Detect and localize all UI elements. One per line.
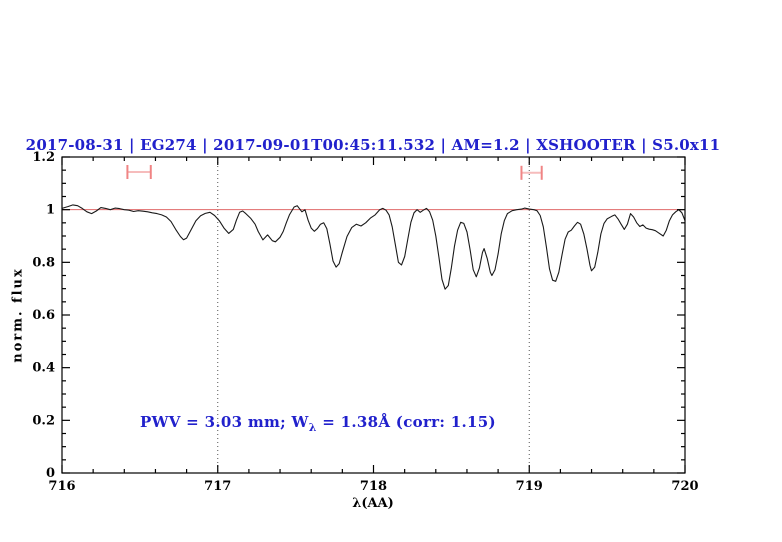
pwv-annotation: PWV = 3.03 mm; Wλ = 1.38Å (corr: 1.15): [140, 413, 496, 434]
y-tick-label: 0.8: [32, 255, 55, 270]
y-tick-label: 0.6: [32, 308, 55, 323]
y-axis-label: norm. flux: [10, 267, 26, 363]
plot-title: 2017-08-31 | EG274 | 2017-09-01T00:45:11…: [25, 136, 721, 154]
y-tick-label: 0.2: [32, 413, 55, 428]
telluric-spectrum: [61, 204, 686, 290]
y-tick-label: 0.4: [32, 361, 55, 376]
x-tick-label: 719: [516, 479, 543, 494]
pwv-annotation-sub: λ: [308, 421, 317, 434]
pwv-annotation-post: = 1.38Å (corr: 1.15): [316, 413, 496, 431]
y-tick-label: 1.2: [32, 150, 55, 165]
y-tick-label: 0: [46, 466, 55, 481]
x-tick-label: 716: [48, 479, 75, 494]
x-axis-label: λ(AA): [352, 496, 394, 511]
x-tick-label: 717: [204, 479, 231, 494]
x-tick-label: 718: [360, 479, 387, 494]
y-tick-label: 1: [46, 203, 55, 218]
pwv-annotation-pre: PWV = 3.03 mm; W: [140, 413, 309, 431]
x-tick-label: 720: [671, 479, 698, 494]
